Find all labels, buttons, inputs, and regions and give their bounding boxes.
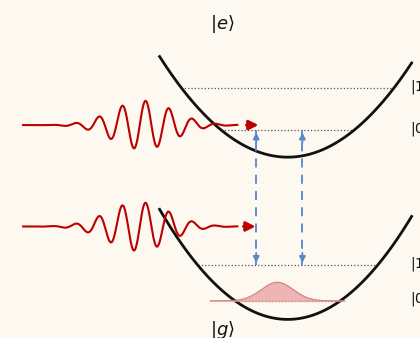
Text: $|1\rangle$: $|1\rangle$ (410, 77, 420, 96)
Text: $|e\rangle$: $|e\rangle$ (210, 13, 235, 35)
Text: $|0\rangle$: $|0\rangle$ (410, 290, 420, 309)
Text: $|g\rangle$: $|g\rangle$ (210, 318, 235, 338)
Text: $|0\rangle$: $|0\rangle$ (410, 120, 420, 138)
Text: $|1\rangle$: $|1\rangle$ (410, 255, 420, 273)
